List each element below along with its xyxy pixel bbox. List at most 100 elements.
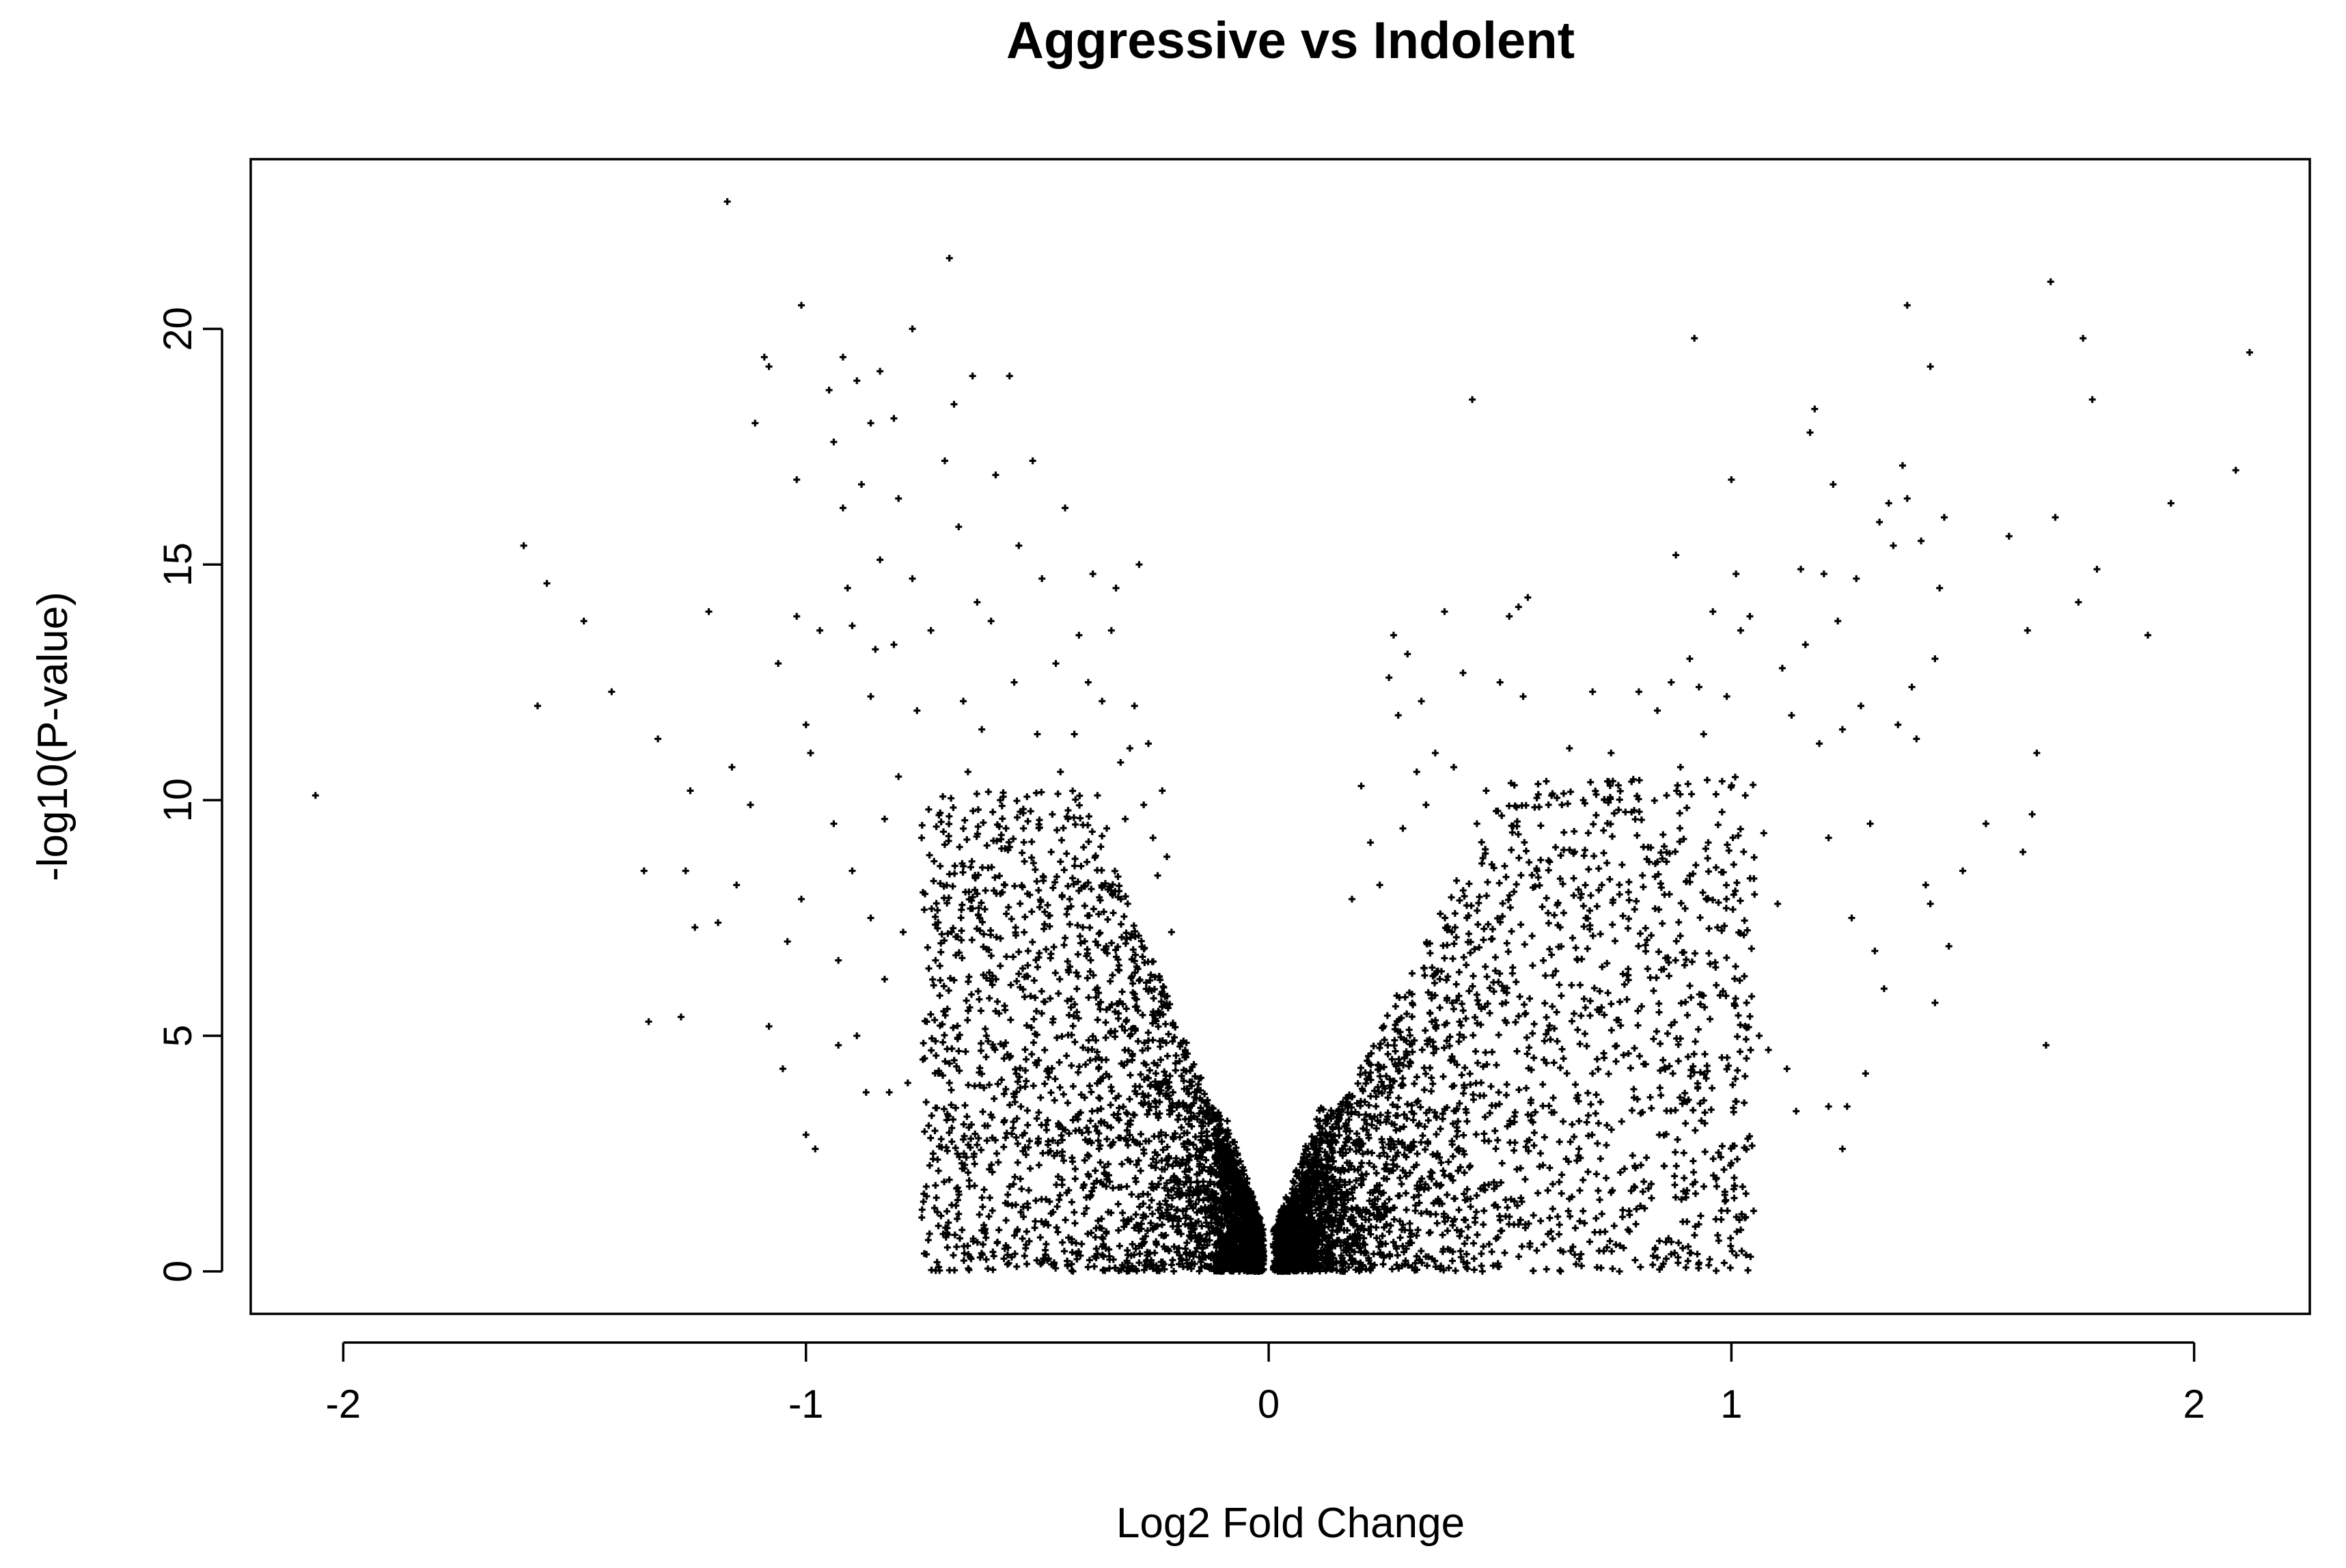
data-point: [971, 1182, 978, 1189]
data-point: [1583, 1043, 1590, 1050]
data-point: [1053, 1224, 1060, 1231]
data-point: [1402, 1189, 1409, 1197]
data-point: [1085, 812, 1092, 820]
data-point: [1612, 1241, 1620, 1248]
data-point: [1737, 627, 1744, 634]
data-point: [953, 1243, 961, 1250]
data-point: [980, 931, 988, 938]
data-point: [1701, 1050, 1709, 1058]
data-point: [1536, 1150, 1544, 1157]
data-point: [1482, 1049, 1489, 1056]
y-tick-label: 5: [156, 1025, 200, 1047]
data-point: [1729, 906, 1737, 913]
data-point: [1018, 1185, 1025, 1193]
data-point: [1041, 908, 1049, 916]
data-point: [1523, 1084, 1530, 1092]
data-point: [825, 387, 833, 394]
data-point: [1012, 1133, 1020, 1141]
data-point: [1057, 858, 1064, 866]
data-point: [1503, 939, 1510, 947]
data-point: [928, 1112, 935, 1119]
data-point: [1131, 1112, 1138, 1119]
data-point: [955, 523, 963, 531]
data-point: [1086, 1056, 1094, 1064]
data-point: [1486, 1009, 1493, 1017]
data-point: [1109, 1184, 1117, 1192]
data-point: [1118, 1160, 1126, 1168]
data-point: [1699, 889, 1707, 896]
data-point: [909, 575, 916, 582]
data-point: [948, 1086, 955, 1094]
data-point: [1623, 995, 1631, 1003]
data-point: [977, 1007, 984, 1015]
data-point: [1020, 838, 1027, 846]
data-point: [1700, 1183, 1708, 1190]
data-point: [839, 353, 846, 361]
data-point: [1712, 790, 1720, 798]
data-point: [1521, 838, 1528, 846]
data-point: [1103, 825, 1111, 832]
data-point: [985, 1213, 993, 1220]
data-point: [1056, 1192, 1064, 1199]
data-point: [1032, 866, 1039, 873]
data-point: [1157, 1174, 1164, 1182]
data-point: [1549, 1205, 1556, 1213]
data-point: [1657, 1040, 1664, 1047]
data-point: [1526, 995, 1534, 1002]
data-point: [1044, 901, 1051, 909]
data-point: [941, 457, 948, 465]
data-point: [1649, 1261, 1657, 1269]
data-point: [1403, 1206, 1410, 1213]
data-point: [1718, 1054, 1726, 1061]
data-point: [1135, 1259, 1143, 1267]
data-point: [1399, 1075, 1407, 1082]
data-point: [1072, 796, 1079, 803]
data-point: [1000, 881, 1008, 888]
data-point: [1529, 962, 1536, 969]
data-point: [1156, 1110, 1163, 1117]
data-point: [918, 834, 926, 842]
data-point: [1404, 650, 1411, 658]
data-point: [1075, 1069, 1082, 1076]
data-point: [1537, 1218, 1545, 1225]
data-point: [1903, 495, 1911, 502]
data-point: [899, 929, 907, 936]
data-point: [1663, 792, 1670, 799]
data-point: [1558, 1171, 1566, 1179]
data-point: [1024, 1121, 1032, 1129]
data-point: [1068, 1248, 1076, 1256]
data-point: [1137, 1071, 1144, 1078]
data-point: [1722, 881, 1730, 889]
data-point: [1163, 853, 1171, 860]
data-point: [987, 931, 995, 939]
data-point: [1114, 873, 1122, 881]
data-point: [1571, 1133, 1578, 1140]
data-point: [1751, 891, 1758, 898]
data-point: [1705, 1261, 1713, 1269]
data-point: [1155, 972, 1163, 980]
data-point: [936, 962, 943, 969]
data-point: [1071, 1209, 1078, 1216]
data-point: [580, 618, 588, 624]
data-point: [1152, 1070, 1159, 1077]
data-point: [1420, 965, 1428, 972]
data-point: [958, 906, 965, 913]
data-point: [1680, 1149, 1687, 1157]
data-point: [1119, 1209, 1127, 1217]
data-point: [1066, 920, 1073, 928]
data-point: [924, 1236, 932, 1243]
data-point: [951, 870, 958, 877]
data-point: [1513, 1166, 1521, 1173]
data-point: [1013, 978, 1021, 985]
data-point: [1843, 1103, 1851, 1110]
data-point: [1030, 1039, 1037, 1047]
y-tick-label: 20: [156, 307, 200, 351]
data-point: [1510, 1146, 1518, 1154]
data-point: [733, 881, 741, 889]
data-point: [1603, 1142, 1610, 1149]
data-point: [1148, 1210, 1156, 1218]
data-point: [1922, 881, 1929, 889]
data-point: [982, 1256, 990, 1263]
data-point: [1733, 879, 1741, 887]
